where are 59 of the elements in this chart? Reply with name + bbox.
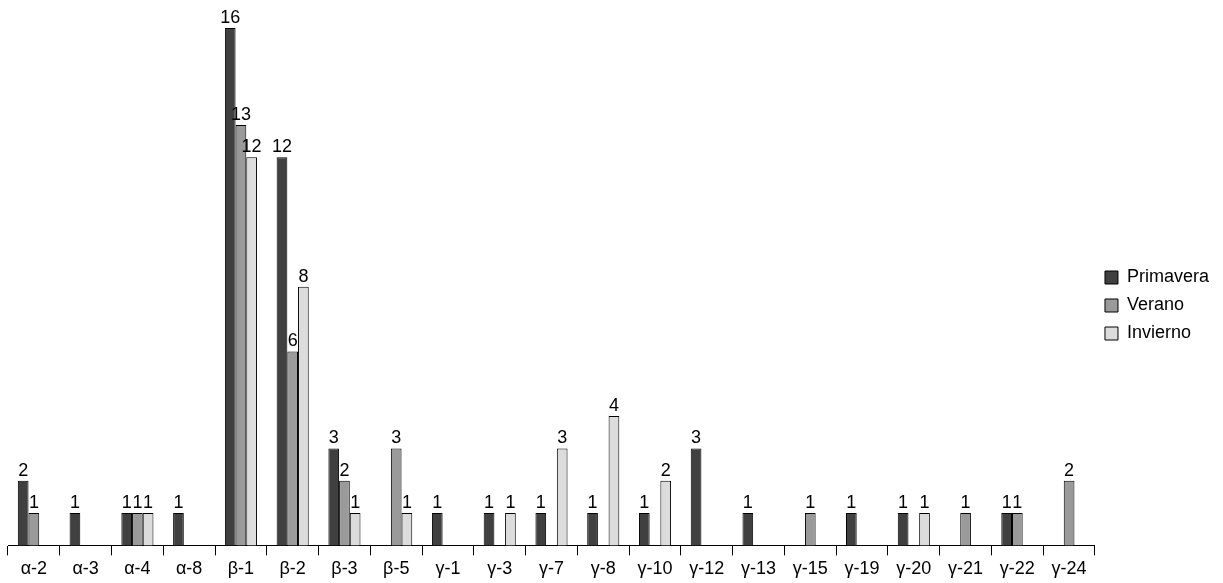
x-tick-label: α-2	[20, 558, 48, 579]
x-tick-label: γ-21	[948, 558, 984, 579]
x-tick-label: γ-15	[792, 558, 828, 579]
data-label: 1	[143, 492, 154, 513]
data-label: 3	[391, 427, 402, 448]
legend-label: Invierno	[1126, 322, 1192, 343]
x-tick-label: β-1	[227, 558, 255, 579]
data-label: 12	[271, 136, 292, 157]
data-label: 1	[132, 492, 143, 513]
x-tick-label: γ-19	[844, 558, 880, 579]
data-label: 3	[328, 427, 339, 448]
data-label: 3	[691, 427, 702, 448]
data-label: 1	[350, 492, 361, 513]
data-label: 1	[121, 492, 132, 513]
x-tick-label: α-4	[124, 558, 151, 579]
x-tick-label: γ-24	[1051, 558, 1087, 579]
data-label: 2	[339, 459, 350, 480]
legend-label: Primavera	[1126, 266, 1210, 287]
x-tick-label: γ-10	[637, 558, 673, 579]
x-tick-label: β-3	[331, 558, 358, 579]
x-tick-label: γ-3	[487, 558, 513, 579]
data-label: 2	[660, 459, 671, 480]
data-label: 1	[1001, 492, 1012, 513]
data-label: 16	[220, 6, 241, 27]
x-tick-label: γ-12	[689, 558, 725, 579]
data-label: 3	[557, 427, 568, 448]
legend-label: Verano	[1126, 294, 1185, 315]
data-label: 1	[742, 492, 753, 513]
x-tick-label: γ-1	[435, 558, 461, 579]
data-label: 8	[298, 265, 309, 286]
data-label: 1	[919, 492, 930, 513]
data-label: 1	[401, 492, 412, 513]
x-tick-label: γ-22	[999, 558, 1035, 579]
data-label: 1	[484, 492, 495, 513]
x-tick-label: γ-7	[538, 558, 564, 579]
data-label: 1	[28, 492, 39, 513]
x-tick-label: β-2	[279, 558, 306, 579]
data-label: 1	[535, 492, 546, 513]
x-tick-label: γ-13	[741, 558, 777, 579]
data-label: 1	[173, 492, 184, 513]
data-label: 2	[18, 459, 29, 480]
data-label: 1	[960, 492, 971, 513]
data-label: 1	[1012, 492, 1023, 513]
data-label: 1	[898, 492, 909, 513]
data-label: 1	[505, 492, 516, 513]
data-label: 4	[608, 395, 619, 416]
data-label: 2	[1064, 459, 1075, 480]
x-tick-label: γ-8	[590, 558, 616, 579]
x-tick-label: γ-20	[896, 558, 932, 579]
x-tick-label: α-3	[72, 558, 99, 579]
x-tick-label: α-8	[175, 558, 203, 579]
data-label: 1	[587, 492, 598, 513]
data-label: 1	[846, 492, 857, 513]
data-label: 1	[805, 492, 816, 513]
data-label: 1	[639, 492, 650, 513]
data-label: 1	[432, 492, 443, 513]
data-label: 1	[69, 492, 80, 513]
x-tick-label: β-5	[383, 558, 410, 579]
data-label: 6	[287, 330, 298, 351]
